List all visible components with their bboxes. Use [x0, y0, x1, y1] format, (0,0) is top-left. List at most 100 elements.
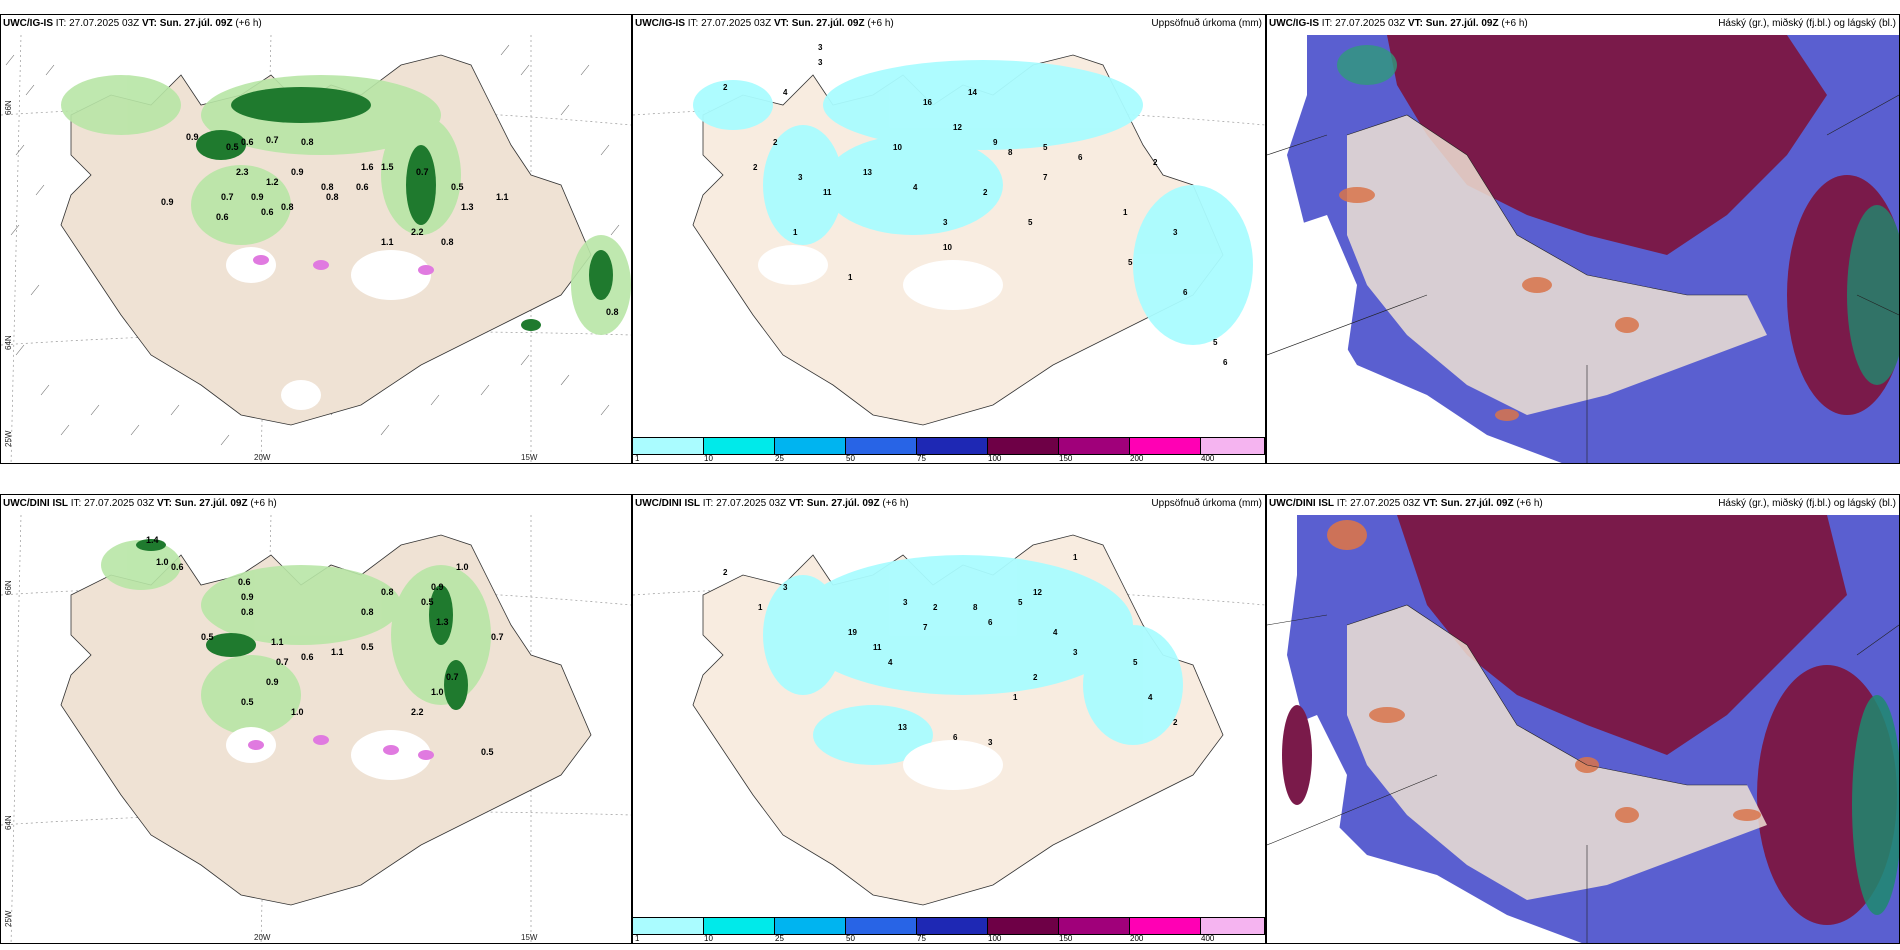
rain-value: 1.4 — [146, 535, 159, 545]
colorbar-swatch — [988, 438, 1059, 454]
colorbar-swatch — [704, 918, 775, 934]
panel-title: UWC/DINI ISL IT: 27.07.2025 03Z VT: Sun.… — [3, 498, 277, 509]
rain-value: 1.1 — [381, 237, 394, 247]
rain-value: 0.9 — [161, 197, 174, 207]
accum-value: 14 — [968, 88, 977, 97]
colorbar — [633, 917, 1265, 935]
accum-value: 3 — [783, 583, 788, 592]
accum-value: 1 — [1073, 553, 1078, 562]
rain-value: 1.0 — [156, 557, 169, 567]
colorbar-swatch — [1130, 438, 1201, 454]
rain-value: 0.8 — [281, 202, 294, 212]
lon-label: 15W — [521, 933, 538, 942]
rain-value: 1.6 — [361, 162, 374, 172]
rain-value: 0.7 — [491, 632, 504, 642]
colorbar-tick: 400 — [1201, 934, 1215, 943]
rain-value: 1.0 — [291, 707, 304, 717]
rain-value: 0.6 — [261, 207, 274, 217]
rain-value: 2.3 — [236, 167, 249, 177]
rain-value: 0.7 — [416, 167, 429, 177]
rain-value: 0.9 — [186, 132, 199, 142]
accum-value: 5 — [1128, 258, 1133, 267]
rain-value: 2.2 — [411, 227, 424, 237]
colorbar-swatch — [1201, 918, 1265, 934]
lon-label: 20W — [254, 933, 271, 942]
colorbar-tick: 50 — [846, 934, 855, 943]
accum-value: 6 — [1078, 153, 1083, 162]
colorbar-tick: 1 — [635, 934, 640, 943]
rain-value: 0.5 — [361, 642, 374, 652]
rain-value: 1.3 — [461, 202, 474, 212]
cloud-cover-map — [1267, 515, 1899, 943]
accum-value: 3 — [943, 218, 948, 227]
accum-value: 11 — [823, 188, 832, 197]
lon-label: 25W — [4, 910, 13, 927]
rain-value: 0.5 — [201, 632, 214, 642]
accum-value: 13 — [863, 168, 872, 177]
accum-value: 2 — [1033, 673, 1038, 682]
colorbar-tick: 25 — [775, 934, 784, 943]
accum-value: 8 — [973, 603, 978, 612]
rain-value: 0.8 — [606, 307, 619, 317]
accum-value: 7 — [923, 623, 928, 632]
accum-value: 6 — [1183, 288, 1188, 297]
colorbar-swatch — [633, 918, 704, 934]
accum-value: 3 — [988, 738, 993, 747]
rain-value: 2.2 — [411, 707, 424, 717]
colorbar-swatch — [775, 438, 846, 454]
accum-value: 16 — [923, 98, 932, 107]
rain-value: 1.1 — [496, 192, 509, 202]
colorbar-tick: 75 — [917, 934, 926, 943]
accum-value: 2 — [753, 163, 758, 172]
colorbar-swatch — [988, 918, 1059, 934]
rain-value: 0.8 — [241, 607, 254, 617]
colorbar-swatch — [846, 918, 917, 934]
lon-label: 15W — [521, 453, 538, 462]
rain-wind-map: 0.9 0.5 0.6 0.7 2.3 1.2 0.8 0.9 0.8 0.6 … — [1, 35, 631, 463]
accum-value: 2 — [983, 188, 988, 197]
colorbar-tick: 150 — [1059, 934, 1073, 943]
rain-value: 0.6 — [241, 137, 254, 147]
accum-value: 10 — [893, 143, 902, 152]
rain-value: 0.9 — [291, 167, 304, 177]
panel-title: UWC/IG-IS IT: 27.07.2025 03Z VT: Sun. 27… — [1269, 18, 1528, 29]
accum-value: 5 — [1043, 143, 1048, 152]
accum-value: 2 — [933, 603, 938, 612]
rain-value: 1.2 — [266, 177, 279, 187]
accum-value: 2 — [1153, 158, 1158, 167]
rain-value: 0.9 — [266, 677, 279, 687]
colorbar-tick: 100 — [988, 934, 1002, 943]
colorbar-swatch — [775, 918, 846, 934]
panel-accum-dini: UWC/DINI ISL IT: 27.07.2025 03Z VT: Sun.… — [632, 494, 1266, 944]
accum-value: 1 — [1123, 208, 1128, 217]
colorbar-swatch — [846, 438, 917, 454]
accum-value: 6 — [988, 618, 993, 627]
colorbar-swatch — [1059, 438, 1130, 454]
panel-clouds-dini: UWC/DINI ISL IT: 27.07.2025 03Z VT: Sun.… — [1266, 494, 1900, 944]
accum-value: 3 — [1173, 228, 1178, 237]
accum-precip-map: 2 1 3 19 11 4 3 2 7 8 6 5 12 4 3 2 1 13 … — [633, 534, 1265, 906]
panel-subtitle: Uppsöfnuð úrkoma (mm) — [1151, 498, 1262, 509]
rain-value: 0.6 — [238, 577, 251, 587]
accum-value: 7 — [1043, 173, 1048, 182]
panel-title: UWC/IG-IS IT: 27.07.2025 03Z VT: Sun. 27… — [635, 18, 894, 29]
rain-value: 0.5 — [421, 597, 434, 607]
colorbar-tick: 200 — [1130, 934, 1144, 943]
accum-value: 3 — [1073, 648, 1078, 657]
colorbar-tick: 10 — [704, 934, 713, 943]
panel-title: UWC/DINI ISL IT: 27.07.2025 03Z VT: Sun.… — [635, 498, 909, 509]
accum-value: 11 — [873, 643, 882, 652]
rain-value: 0.5 — [226, 142, 239, 152]
accum-value: 3 — [798, 173, 803, 182]
rain-value: 0.6 — [356, 182, 369, 192]
accum-value: 1 — [1013, 693, 1018, 702]
accum-value: 1 — [848, 273, 853, 282]
accum-value: 9 — [993, 138, 998, 147]
rain-value: 0.7 — [221, 192, 234, 202]
colorbar-tick: 150 — [1059, 454, 1073, 463]
lat-label: 64N — [4, 815, 13, 830]
accum-value: 2 — [723, 568, 728, 577]
rain-value: 1.1 — [331, 647, 344, 657]
rain-value: 0.6 — [301, 652, 314, 662]
colorbar-swatch — [1201, 438, 1265, 454]
